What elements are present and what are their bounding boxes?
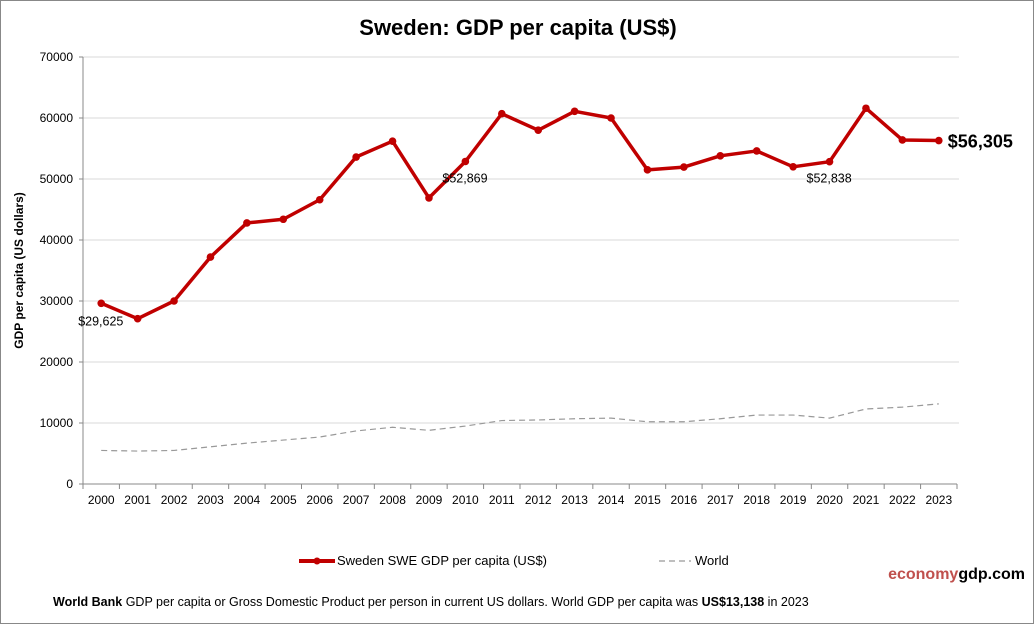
- data-point-sweden: [934, 136, 943, 145]
- y-tick-label: 30000: [40, 294, 74, 308]
- x-tick-label: 2023: [925, 493, 952, 507]
- x-tick-label: 2022: [889, 493, 916, 507]
- data-point-sweden: [388, 137, 397, 145]
- data-point-sweden: [206, 253, 215, 261]
- data-point-sweden: [279, 215, 288, 224]
- brand-part-1: economy: [888, 566, 959, 583]
- y-tick-label: 0: [66, 477, 73, 491]
- data-point-sweden: [97, 299, 106, 308]
- x-tick-label: 2013: [561, 493, 588, 507]
- x-tick-label: 2009: [416, 493, 443, 507]
- data-point-sweden: [752, 147, 761, 155]
- x-tick-label: 2001: [124, 493, 151, 507]
- y-tick-label: 70000: [40, 50, 74, 64]
- brand-part-2: gdp: [958, 566, 988, 583]
- legend-label-world: World: [695, 553, 729, 568]
- x-tick-label: 2016: [671, 493, 698, 507]
- y-tick-label: 20000: [40, 355, 74, 369]
- x-tick-label: 2000: [88, 493, 115, 507]
- x-tick-label: 2005: [270, 493, 297, 507]
- x-tick-label: 2007: [343, 493, 370, 507]
- data-point-sweden: [607, 114, 615, 122]
- x-tick-label: 2010: [452, 493, 479, 507]
- data-point-sweden: [534, 126, 543, 134]
- y-tick-label: 10000: [40, 416, 74, 430]
- brand-logo[interactable]: economygdp.com: [888, 566, 1025, 584]
- footer-year: in 2023: [764, 595, 809, 609]
- data-point-sweden: [680, 163, 688, 171]
- data-label: $29,625: [78, 314, 123, 328]
- y-tick-label: 50000: [40, 172, 74, 186]
- x-tick-label: 2017: [707, 493, 734, 507]
- footer-note: World Bank GDP per capita or Gross Domes…: [53, 595, 809, 609]
- legend-swatch-sweden: [299, 557, 335, 564]
- y-tick-label: 40000: [40, 233, 74, 247]
- x-tick-label: 2014: [598, 493, 625, 507]
- data-label: $52,838: [807, 172, 852, 186]
- data-point-sweden: [315, 195, 324, 204]
- data-point-sweden: [862, 104, 870, 113]
- x-tick-label: 2011: [489, 493, 515, 507]
- series-line-sweden: [100, 106, 939, 321]
- data-point-sweden: [570, 107, 579, 116]
- data-point-sweden: [133, 314, 142, 323]
- x-tick-label: 2004: [234, 493, 261, 507]
- x-tick-label: 2015: [634, 493, 661, 507]
- footer-source: World Bank: [53, 595, 123, 609]
- data-point-sweden: [789, 163, 797, 171]
- data-point-sweden: [825, 157, 834, 166]
- chart-title: Sweden: GDP per capita (US$): [359, 15, 677, 40]
- y-axis-label: GDP per capita (US dollars): [12, 192, 26, 349]
- series-line-world: [101, 403, 939, 452]
- x-tick-label: 2006: [306, 493, 333, 507]
- data-label-latest: $56,305: [948, 132, 1013, 152]
- x-tick-label: 2019: [780, 493, 807, 507]
- data-point-sweden: [497, 109, 506, 118]
- legend-label-sweden: Sweden SWE GDP per capita (US$): [337, 553, 548, 568]
- x-tick-label: 2002: [161, 493, 188, 507]
- x-tick-label: 2008: [379, 493, 406, 507]
- data-point-sweden: [352, 153, 360, 161]
- x-tick-label: 2018: [743, 493, 770, 507]
- footer-text: GDP per capita or Gross Domestic Product…: [122, 595, 702, 609]
- brand-part-3: .com: [987, 566, 1025, 583]
- data-point-sweden: [643, 166, 652, 174]
- x-tick-label: 2012: [525, 493, 552, 507]
- x-tick-label: 2021: [853, 493, 880, 507]
- x-tick-label: 2020: [816, 493, 843, 507]
- data-point-sweden: [170, 297, 178, 305]
- y-tick-label: 60000: [40, 111, 74, 125]
- data-point-sweden: [243, 219, 251, 227]
- legend-swatch-world: [659, 559, 691, 562]
- data-point-sweden: [425, 194, 433, 202]
- footer-world-value: US$13,138: [701, 595, 765, 609]
- legend-item-sweden: Sweden SWE GDP per capita (US$): [299, 553, 547, 568]
- legend-item-world: World: [659, 553, 729, 568]
- data-point-sweden: [716, 152, 725, 160]
- x-tick-label: 2003: [197, 493, 224, 507]
- data-point-sweden: [461, 157, 470, 166]
- data-point-sweden: [898, 136, 907, 144]
- data-label: $52,869: [442, 171, 487, 185]
